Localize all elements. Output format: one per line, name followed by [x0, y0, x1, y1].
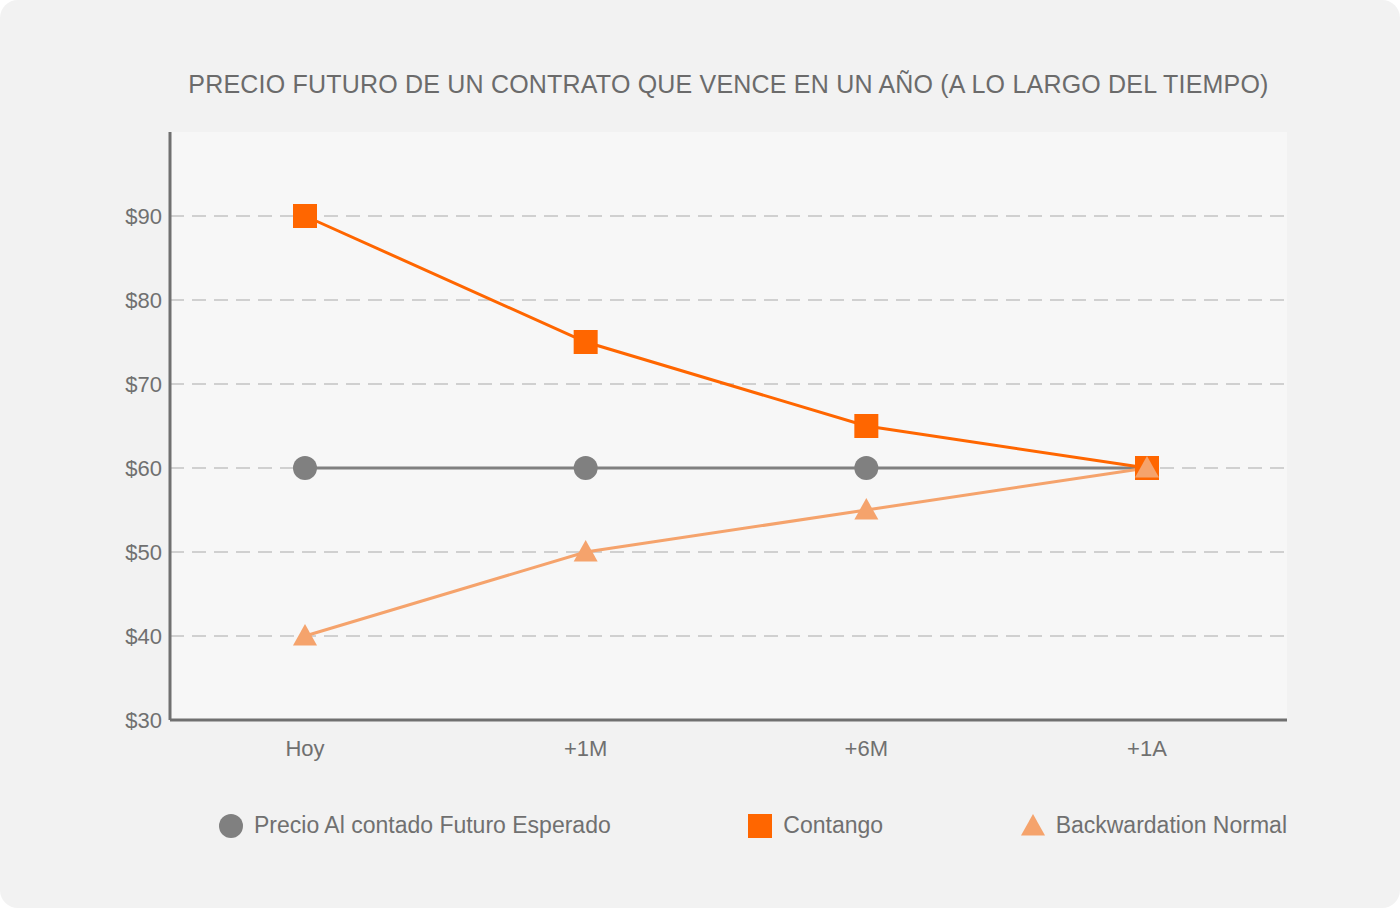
html-text:Precio Al contado Futuro Esper: Precio Al contado Futuro Esperado — [254, 812, 611, 838]
svg-text:$80: $80 — [125, 288, 162, 313]
svg-text:$70: $70 — [125, 372, 162, 397]
html-text:Backwardation Normal: Backwardation Normal — [1055, 812, 1287, 838]
html-text:PRECIO FUTURO DE UN CONTRATO Q: PRECIO FUTURO DE UN CONTRATO QUE VENCE E… — [188, 70, 1269, 98]
svg-text:+6M: +6M — [845, 736, 888, 761]
svg-text:+1A: +1A — [1127, 736, 1167, 761]
svg-text:$50: $50 — [125, 540, 162, 565]
svg-text:$60: $60 — [125, 456, 162, 481]
html-text:Contango: Contango — [783, 812, 883, 838]
svg-text:$40: $40 — [125, 624, 162, 649]
svg-text:$90: $90 — [125, 204, 162, 229]
svg-text:Hoy: Hoy — [285, 736, 324, 761]
svg-text:+1M: +1M — [564, 736, 607, 761]
svg-text:$30: $30 — [125, 708, 162, 733]
